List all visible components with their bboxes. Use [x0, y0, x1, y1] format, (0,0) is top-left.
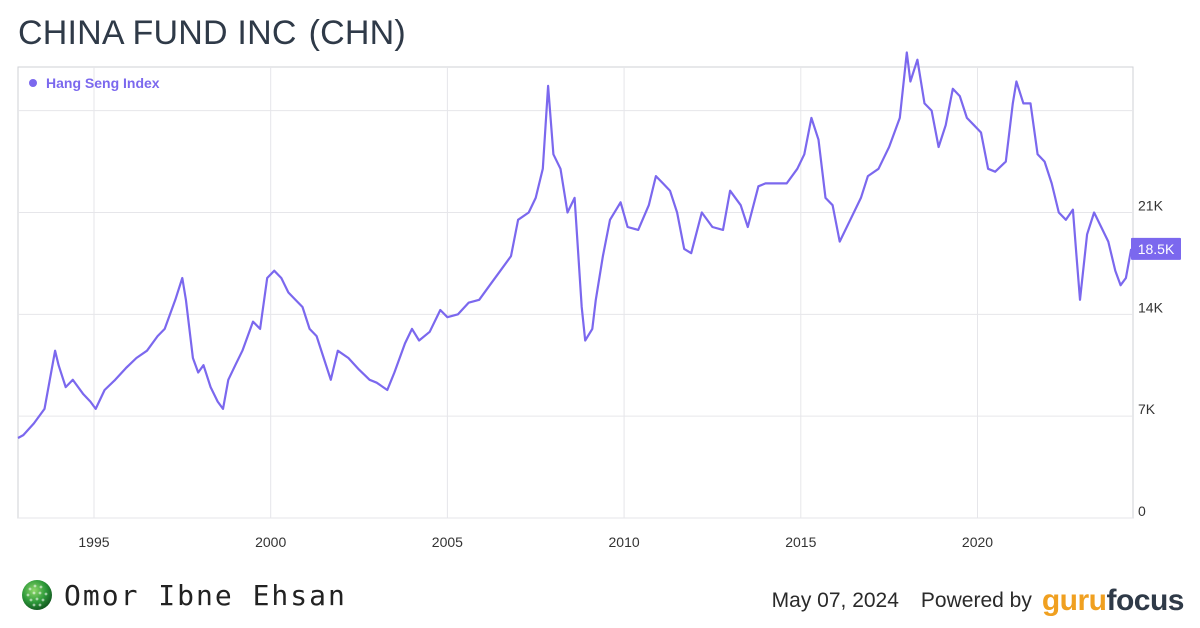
footer-meta: May 07, 2024 Powered by gurufocus — [771, 584, 1185, 618]
powered-by-text: Powered by — [920, 589, 1032, 612]
author-block: Omor Ibne Ehsan — [20, 578, 347, 612]
last-value-label: 18.5K — [1138, 241, 1175, 257]
series-line-hang-seng — [17, 51, 1133, 439]
author-name: Omor Ibne Ehsan — [64, 578, 347, 612]
x-tick-label: 2010 — [609, 534, 640, 550]
last-value-badge — [1131, 237, 1181, 260]
y-tick-label: 0 — [1138, 503, 1146, 519]
globe-icon — [22, 580, 52, 610]
report-date: May 07, 2024 — [771, 589, 899, 612]
fund-ticker: (CHN) — [308, 14, 406, 52]
y-tick-label: 21K — [1138, 197, 1164, 213]
brand-part-guru: guru — [1041, 584, 1107, 617]
x-tick-label: 2020 — [962, 534, 993, 550]
x-tick-label: 2005 — [432, 534, 463, 550]
y-tick-label: 14K — [1138, 299, 1164, 315]
gurufocus-logo[interactable]: gurufocus — [1041, 584, 1185, 618]
fund-name: CHINA FUND INC — [18, 14, 297, 52]
x-tick-label: 2015 — [785, 534, 816, 550]
legend-label[interactable]: Hang Seng Index — [46, 75, 160, 91]
legend-marker — [29, 79, 37, 87]
plot-area — [17, 66, 1134, 519]
y-tick-label: 7K — [1138, 401, 1156, 417]
brand-part-focus: focus — [1106, 584, 1184, 617]
x-tick-label: 2000 — [255, 534, 286, 550]
x-tick-label: 1995 — [78, 534, 109, 550]
page-title: CHINA FUND INC (CHN) — [18, 14, 406, 53]
